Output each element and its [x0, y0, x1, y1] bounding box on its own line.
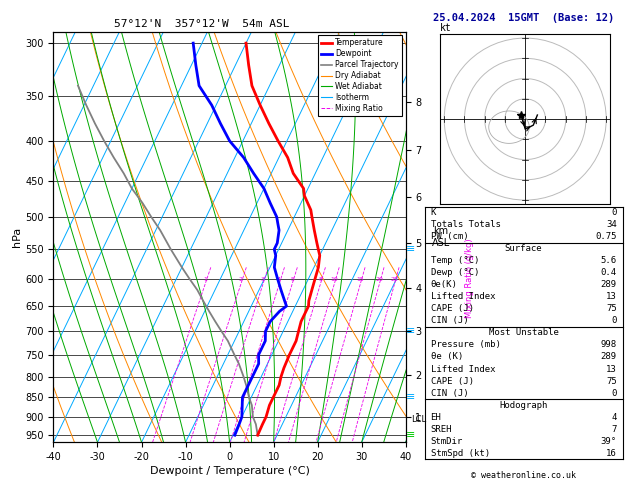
Text: 34: 34 — [606, 220, 617, 229]
Text: Lifted Index: Lifted Index — [430, 364, 495, 374]
Text: Totals Totals: Totals Totals — [430, 220, 501, 229]
Text: 39°: 39° — [601, 437, 617, 446]
Text: 15: 15 — [356, 277, 364, 282]
Text: 7: 7 — [611, 425, 617, 434]
Title: 57°12'N  357°12'W  54m ASL: 57°12'N 357°12'W 54m ASL — [114, 19, 289, 30]
Text: SREH: SREH — [430, 425, 452, 434]
Text: 0: 0 — [611, 389, 617, 398]
Text: 13: 13 — [606, 364, 617, 374]
Text: 0.75: 0.75 — [595, 232, 617, 241]
X-axis label: Dewpoint / Temperature (°C): Dewpoint / Temperature (°C) — [150, 466, 309, 476]
Text: © weatheronline.co.uk: © weatheronline.co.uk — [471, 471, 576, 480]
Text: Mixing Ratio (g/kg): Mixing Ratio (g/kg) — [465, 238, 474, 318]
Text: Dewp (°C): Dewp (°C) — [430, 268, 479, 277]
Text: CIN (J): CIN (J) — [430, 389, 468, 398]
Text: ≡: ≡ — [406, 326, 416, 336]
Text: Temp (°C): Temp (°C) — [430, 256, 479, 265]
Text: Pressure (mb): Pressure (mb) — [430, 341, 501, 349]
Text: 4: 4 — [611, 413, 617, 422]
Text: 2: 2 — [239, 277, 243, 282]
Text: StmDir: StmDir — [430, 437, 463, 446]
Text: LCL: LCL — [411, 415, 426, 424]
Text: 10: 10 — [330, 277, 338, 282]
Text: 0.4: 0.4 — [601, 268, 617, 277]
Text: 0: 0 — [611, 316, 617, 325]
Text: 13: 13 — [606, 292, 617, 301]
Text: 289: 289 — [601, 280, 617, 289]
Text: 16: 16 — [606, 449, 617, 458]
Text: K: K — [430, 208, 436, 217]
Text: 1: 1 — [203, 277, 207, 282]
Text: 998: 998 — [601, 341, 617, 349]
Text: 25: 25 — [391, 277, 398, 282]
Y-axis label: km
ASL: km ASL — [432, 226, 450, 248]
Text: 75: 75 — [606, 304, 617, 313]
Text: PW (cm): PW (cm) — [430, 232, 468, 241]
Text: ≡: ≡ — [406, 244, 416, 254]
Text: 8: 8 — [318, 277, 322, 282]
Text: Surface: Surface — [505, 244, 542, 253]
Legend: Temperature, Dewpoint, Parcel Trajectory, Dry Adiabat, Wet Adiabat, Isotherm, Mi: Temperature, Dewpoint, Parcel Trajectory… — [318, 35, 402, 116]
Text: CAPE (J): CAPE (J) — [430, 377, 474, 385]
Text: Most Unstable: Most Unstable — [489, 329, 559, 337]
Text: 75: 75 — [606, 377, 617, 385]
Text: ≡: ≡ — [406, 392, 416, 402]
Text: 5.6: 5.6 — [601, 256, 617, 265]
Text: CAPE (J): CAPE (J) — [430, 304, 474, 313]
Text: 5: 5 — [290, 277, 294, 282]
Text: CIN (J): CIN (J) — [430, 316, 468, 325]
Text: StmSpd (kt): StmSpd (kt) — [430, 449, 489, 458]
Text: θe(K): θe(K) — [430, 280, 457, 289]
Text: kt: kt — [440, 23, 452, 33]
Text: ≡: ≡ — [406, 430, 416, 440]
Text: 20: 20 — [376, 277, 383, 282]
Text: 25.04.2024  15GMT  (Base: 12): 25.04.2024 15GMT (Base: 12) — [433, 13, 615, 23]
Text: EH: EH — [430, 413, 442, 422]
Text: Lifted Index: Lifted Index — [430, 292, 495, 301]
Text: Hodograph: Hodograph — [499, 400, 548, 410]
Text: 4: 4 — [277, 277, 281, 282]
Text: 289: 289 — [601, 352, 617, 362]
Text: 0: 0 — [611, 208, 617, 217]
Text: 3: 3 — [261, 277, 265, 282]
Y-axis label: hPa: hPa — [13, 227, 23, 247]
Text: θe (K): θe (K) — [430, 352, 463, 362]
